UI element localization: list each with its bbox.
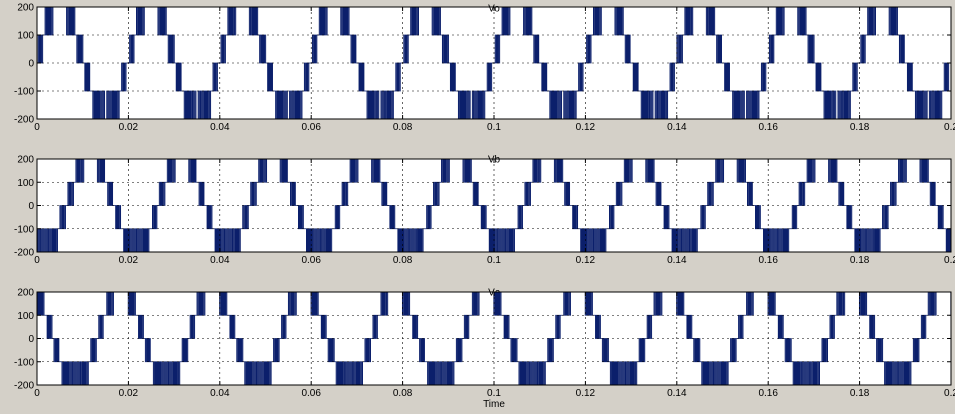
x-tick-label: 0.04	[210, 255, 230, 266]
x-tick-label: 0.14	[667, 122, 687, 133]
x-tick-label: 0	[34, 388, 40, 399]
x-tick-label: 0	[34, 122, 40, 133]
x-tick-label: 0.16	[758, 388, 778, 399]
plot-panel-vc: Vc0 0.02 0.04 0.06 0.08 0.1 0.12 0.14 0.16 0.18 0.…	[14, 287, 955, 410]
x-tick-label: 0.18	[850, 255, 870, 266]
x-tick-label: 0.04	[210, 122, 230, 133]
x-axis-label: Time	[483, 399, 505, 410]
y-tick-label: 0	[28, 334, 34, 345]
x-tick-label: 0.12	[576, 255, 596, 266]
y-tick-label: -100	[14, 87, 34, 98]
x-tick-label: 0	[34, 255, 40, 266]
x-tick-label: 0.16	[758, 255, 778, 266]
y-tick-label: 100	[17, 31, 34, 42]
x-tick-label: 0.06	[301, 255, 321, 266]
y-tick-label: 100	[17, 178, 34, 189]
x-tick-label: 0.1	[487, 255, 501, 266]
x-tick-label: 0.08	[393, 388, 413, 399]
y-tick-label: 0	[28, 59, 34, 70]
x-tick-label: 0.08	[393, 122, 413, 133]
x-tick-label: 0.06	[301, 388, 321, 399]
x-tick-label: 0.2	[944, 255, 955, 266]
x-tick-label: 0.14	[667, 255, 687, 266]
x-tick-label: 0.2	[944, 388, 955, 399]
x-tick-label: 0.02	[119, 122, 139, 133]
y-tick-label: -100	[14, 224, 34, 235]
plot-panel-vb: Vb0 0.02 0.04 0.06 0.08 0.1 0.12 0.14 0.16 0.18 0.…	[14, 154, 955, 266]
x-tick-label: 0.1	[487, 388, 501, 399]
y-tick-label: 0	[28, 201, 34, 212]
x-tick-label: 0.02	[119, 388, 139, 399]
y-tick-label: 200	[17, 155, 34, 166]
y-tick-label: 200	[17, 3, 34, 14]
y-tick-label: -200	[14, 381, 34, 392]
x-tick-label: 0.1	[487, 122, 501, 133]
x-tick-label: 0.02	[119, 255, 139, 266]
y-tick-label: -200	[14, 115, 34, 126]
x-tick-label: 0.12	[576, 122, 596, 133]
x-tick-label: 0.18	[850, 388, 870, 399]
y-tick-label: 100	[17, 311, 34, 322]
x-tick-label: 0.14	[667, 388, 687, 399]
x-tick-label: 0.2	[944, 122, 955, 133]
x-tick-label: 0.18	[850, 122, 870, 133]
y-tick-label: -200	[14, 248, 34, 259]
plot-panel-vo: Vo0 0.02 0.04 0.06 0.08 0.1 0.12 0.14 0.16 0.18 0.…	[14, 3, 955, 134]
x-tick-label: 0.08	[393, 255, 413, 266]
x-tick-label: 0.12	[576, 388, 596, 399]
x-tick-label: 0.06	[301, 122, 321, 133]
x-tick-label: 0.16	[758, 122, 778, 133]
x-tick-label: 0.04	[210, 388, 230, 399]
y-tick-label: -100	[14, 357, 34, 368]
y-tick-label: 200	[17, 288, 34, 299]
